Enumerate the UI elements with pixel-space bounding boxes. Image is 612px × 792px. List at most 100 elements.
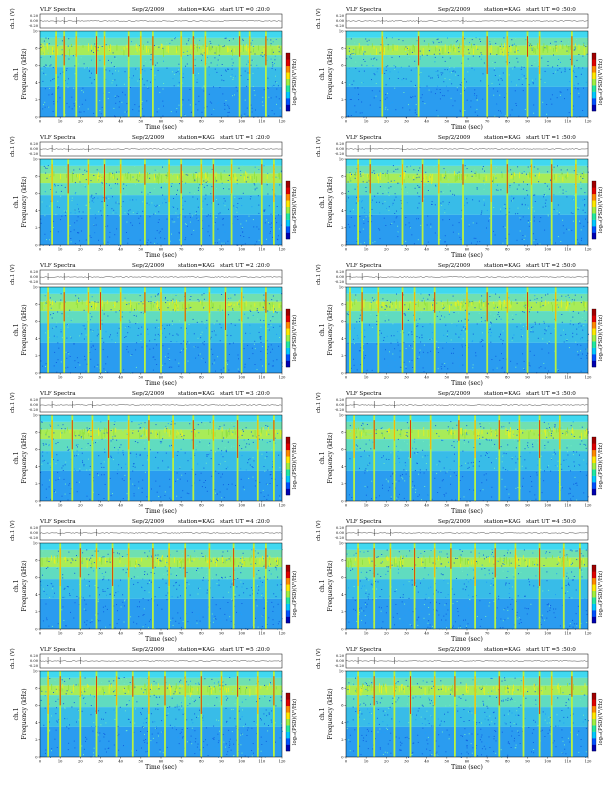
- noise-speckle: [393, 199, 395, 201]
- noise-speckle: [62, 349, 63, 351]
- noise-speckle: [264, 217, 265, 219]
- noise-speckle: [218, 472, 220, 474]
- emission-streak: [516, 47, 517, 54]
- noise-speckle: [236, 179, 238, 181]
- noise-speckle: [357, 97, 359, 99]
- noise-speckle: [435, 184, 437, 186]
- noise-speckle: [224, 461, 226, 462]
- noise-speckle: [557, 65, 559, 67]
- colorbar-segment: [286, 482, 290, 489]
- noise-speckle: [141, 69, 143, 71]
- noise-speckle: [108, 92, 110, 93]
- noise-speckle: [153, 356, 155, 358]
- noise-speckle: [573, 483, 575, 485]
- noise-speckle: [388, 206, 390, 208]
- emission-streak: [584, 302, 586, 308]
- noise-speckle: [258, 212, 260, 214]
- noise-speckle: [264, 54, 266, 56]
- noise-speckle: [385, 66, 387, 68]
- sferic-line: [200, 159, 203, 245]
- emission-streak: [143, 301, 145, 307]
- noise-speckle: [55, 191, 57, 193]
- noise-speckle: [557, 306, 559, 308]
- noise-speckle: [226, 488, 228, 490]
- emission-streak: [539, 172, 540, 176]
- noise-speckle: [386, 300, 388, 301]
- noise-speckle: [145, 307, 147, 309]
- noise-speckle: [452, 362, 454, 364]
- noise-speckle: [198, 72, 199, 74]
- noise-speckle: [96, 169, 98, 171]
- noise-speckle: [158, 219, 160, 221]
- noise-speckle: [583, 325, 585, 327]
- noise-speckle: [373, 58, 375, 60]
- noise-speckle: [266, 483, 268, 485]
- noise-speckle: [89, 428, 91, 429]
- noise-speckle: [149, 366, 151, 367]
- noise-speckle: [555, 41, 557, 43]
- noise-speckle: [169, 486, 171, 488]
- noise-speckle: [543, 320, 545, 322]
- emission-streak: [220, 172, 222, 178]
- noise-speckle: [232, 308, 234, 310]
- noise-speckle: [425, 165, 427, 167]
- noise-speckle: [115, 342, 116, 343]
- noise-speckle: [116, 496, 118, 498]
- noise-speckle: [82, 460, 83, 462]
- x-tick-label: 120: [585, 120, 593, 124]
- noise-speckle: [474, 111, 476, 113]
- noise-speckle: [196, 111, 198, 113]
- noise-speckle: [263, 210, 265, 212]
- noise-speckle: [566, 50, 568, 52]
- emission-streak: [127, 172, 129, 180]
- noise-speckle: [233, 425, 235, 427]
- noise-speckle: [94, 214, 96, 216]
- emission-streak: [511, 300, 512, 306]
- noise-speckle: [500, 318, 502, 320]
- noise-speckle: [164, 363, 166, 365]
- noise-speckle: [92, 112, 94, 114]
- noise-speckle: [376, 343, 378, 345]
- emission-streak: [490, 45, 492, 53]
- sferic-line: [571, 31, 573, 117]
- emission-streak: [98, 172, 99, 180]
- noise-speckle: [55, 362, 57, 363]
- noise-speckle: [461, 82, 463, 84]
- emission-streak: [370, 304, 372, 311]
- noise-speckle: [254, 166, 256, 168]
- noise-speckle: [78, 296, 80, 297]
- sferic-core: [539, 36, 541, 74]
- noise-speckle: [578, 67, 580, 69]
- noise-speckle: [267, 328, 269, 330]
- emission-streak: [464, 175, 466, 180]
- noise-speckle: [247, 176, 249, 178]
- emission-streak: [77, 299, 78, 305]
- noise-speckle: [494, 61, 496, 63]
- noise-speckle: [197, 424, 199, 426]
- noise-speckle: [544, 182, 546, 184]
- noise-speckle: [483, 313, 485, 315]
- noise-speckle: [376, 320, 378, 322]
- sferic-line: [506, 287, 509, 373]
- noise-speckle: [137, 211, 139, 213]
- noise-speckle: [531, 327, 533, 328]
- noise-speckle: [278, 454, 280, 456]
- sferic-core: [96, 36, 97, 74]
- noise-speckle: [241, 227, 243, 229]
- noise-speckle: [524, 204, 526, 206]
- noise-speckle: [187, 40, 189, 42]
- noise-speckle: [44, 67, 46, 69]
- colorbar-segment: [592, 91, 596, 99]
- emission-streak: [510, 175, 512, 179]
- panel-station: station=KAG: [178, 135, 215, 141]
- noise-speckle: [183, 435, 185, 437]
- noise-speckle: [403, 294, 404, 296]
- emission-streak: [533, 47, 535, 53]
- noise-speckle: [398, 40, 400, 42]
- noise-speckle: [207, 231, 209, 233]
- noise-speckle: [547, 215, 549, 217]
- noise-speckle: [276, 103, 277, 105]
- emission-streak: [221, 427, 223, 433]
- noise-speckle: [218, 60, 220, 62]
- noise-speckle: [185, 224, 187, 225]
